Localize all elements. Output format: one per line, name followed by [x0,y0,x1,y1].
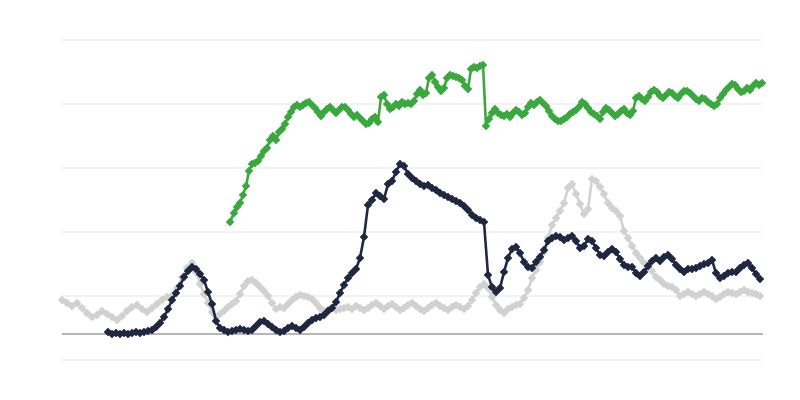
green-series [225,60,767,227]
dark-navy-series [103,159,765,339]
light-gray-series [57,174,765,325]
series-group [57,60,767,339]
gridlines-group [62,39,763,361]
